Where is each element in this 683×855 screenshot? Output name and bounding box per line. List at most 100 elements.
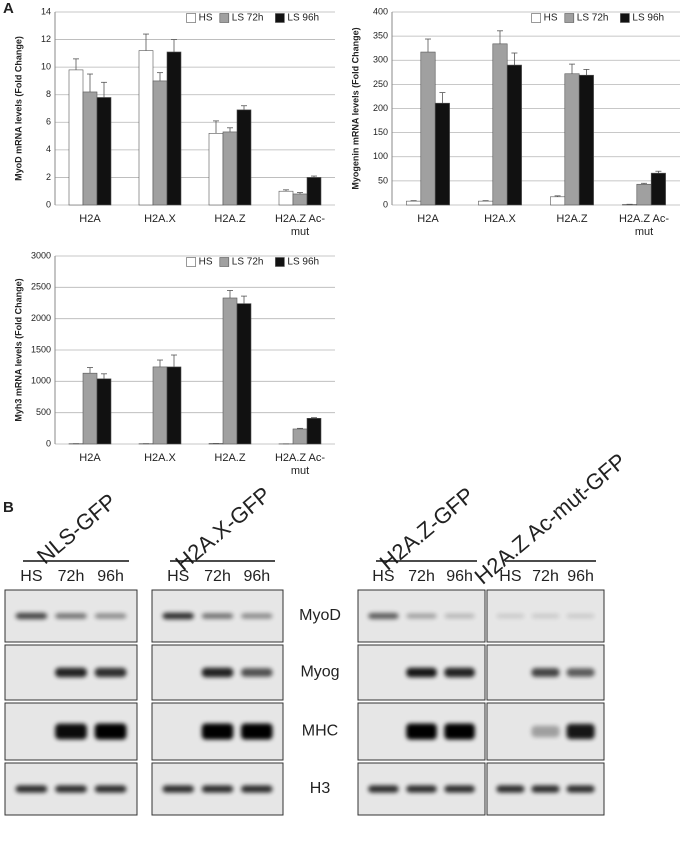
bar <box>434 102 450 206</box>
y-tick-label: 200 <box>373 103 388 113</box>
bar <box>166 51 182 206</box>
legend-label: HS <box>199 13 213 24</box>
legend-swatch <box>275 257 285 267</box>
bar <box>82 91 98 206</box>
bar <box>138 50 154 206</box>
bar <box>564 73 580 206</box>
error-bar <box>241 295 247 304</box>
x-tick-label: H2A.Z Ac-mut <box>275 452 325 477</box>
bar <box>222 297 238 445</box>
blot-band <box>531 785 560 793</box>
x-tick-label: H2A.Z <box>214 452 245 464</box>
x-tick-label: H2A.Z <box>556 213 587 225</box>
bar <box>420 51 436 206</box>
error-bar <box>311 417 317 419</box>
legend-swatch <box>186 257 196 267</box>
error-bar <box>283 189 289 192</box>
bar <box>152 80 168 206</box>
blot-band <box>201 613 234 619</box>
bar <box>478 200 494 206</box>
bar <box>636 183 652 206</box>
legend-label: LS 72h <box>577 13 609 24</box>
error-bar <box>101 373 107 379</box>
blot-band <box>94 667 127 678</box>
legend-label: HS <box>199 257 213 268</box>
y-tick-label: 2500 <box>31 282 51 292</box>
bar <box>166 366 182 445</box>
error-bar <box>425 38 431 53</box>
error-bar <box>297 427 303 429</box>
bar <box>292 428 308 445</box>
legend-label: LS 96h <box>287 257 319 268</box>
y-tick-label: 0 <box>383 199 388 209</box>
y-tick-label: 150 <box>373 127 388 137</box>
error-bar <box>297 192 303 194</box>
blot-band <box>15 612 48 620</box>
row-label: H3 <box>310 780 331 797</box>
blot-band <box>241 613 273 619</box>
row-label: MHC <box>302 723 338 740</box>
error-bar <box>87 367 93 374</box>
bar <box>68 69 84 206</box>
blot-band <box>566 723 595 740</box>
blot-band <box>241 668 273 677</box>
blot-title: NLS-GFP <box>32 488 121 568</box>
lane-label: 96h <box>243 568 270 585</box>
error-bar <box>511 52 518 66</box>
bar <box>236 303 252 445</box>
lane-label: HS <box>372 568 394 585</box>
bar <box>506 64 522 206</box>
blot-band <box>55 785 87 793</box>
y-tick-label: 350 <box>373 31 388 41</box>
y-tick-label: 500 <box>36 407 51 417</box>
blot-band <box>566 613 595 619</box>
legend-swatch <box>531 13 541 23</box>
blot-band <box>94 723 127 740</box>
y-tick-label: 0 <box>46 438 51 448</box>
blot-band <box>444 667 475 678</box>
blot-band <box>566 668 595 677</box>
legend-swatch <box>620 13 630 23</box>
blot-band <box>162 612 194 620</box>
bar <box>208 133 224 206</box>
blot-band <box>406 667 437 678</box>
bar <box>96 97 112 206</box>
row-label: Myog <box>300 664 339 681</box>
blot-band <box>94 613 127 619</box>
error-bar <box>73 58 79 70</box>
lane-label: HS <box>499 568 521 585</box>
y-tick-label: 12 <box>41 34 51 44</box>
blot-band <box>444 723 475 740</box>
legend-swatch <box>564 13 575 23</box>
x-tick-label: H2A.X <box>144 452 176 464</box>
bar <box>306 177 322 206</box>
y-tick-label: 100 <box>373 151 388 161</box>
blot-band <box>55 723 87 740</box>
y-tick-label: 3000 <box>31 250 51 260</box>
y-axis-label: Myh3 mRNA levels (Fold Change) <box>13 278 23 421</box>
blot-band <box>201 785 234 793</box>
error-bar <box>157 72 163 81</box>
y-tick-label: 10 <box>41 62 51 72</box>
blot-band <box>241 785 273 793</box>
error-bar <box>311 175 317 178</box>
blot-band <box>201 723 234 740</box>
x-tick-label: H2A.Z <box>214 213 245 225</box>
blot-band <box>201 667 234 678</box>
blot-band <box>496 785 525 793</box>
error-bar <box>583 69 590 76</box>
legend-label: LS 96h <box>287 13 319 24</box>
error-bar <box>171 39 177 52</box>
blot-band <box>531 613 560 619</box>
bar <box>96 378 112 445</box>
lane-label: HS <box>20 568 42 585</box>
blot-band <box>406 723 437 740</box>
y-tick-label: 8 <box>46 89 51 99</box>
blot-band <box>566 785 595 793</box>
blot-band <box>162 785 194 793</box>
legend-swatch <box>275 13 285 23</box>
bar <box>406 200 422 206</box>
bar <box>578 74 594 206</box>
y-tick-label: 6 <box>46 117 51 127</box>
